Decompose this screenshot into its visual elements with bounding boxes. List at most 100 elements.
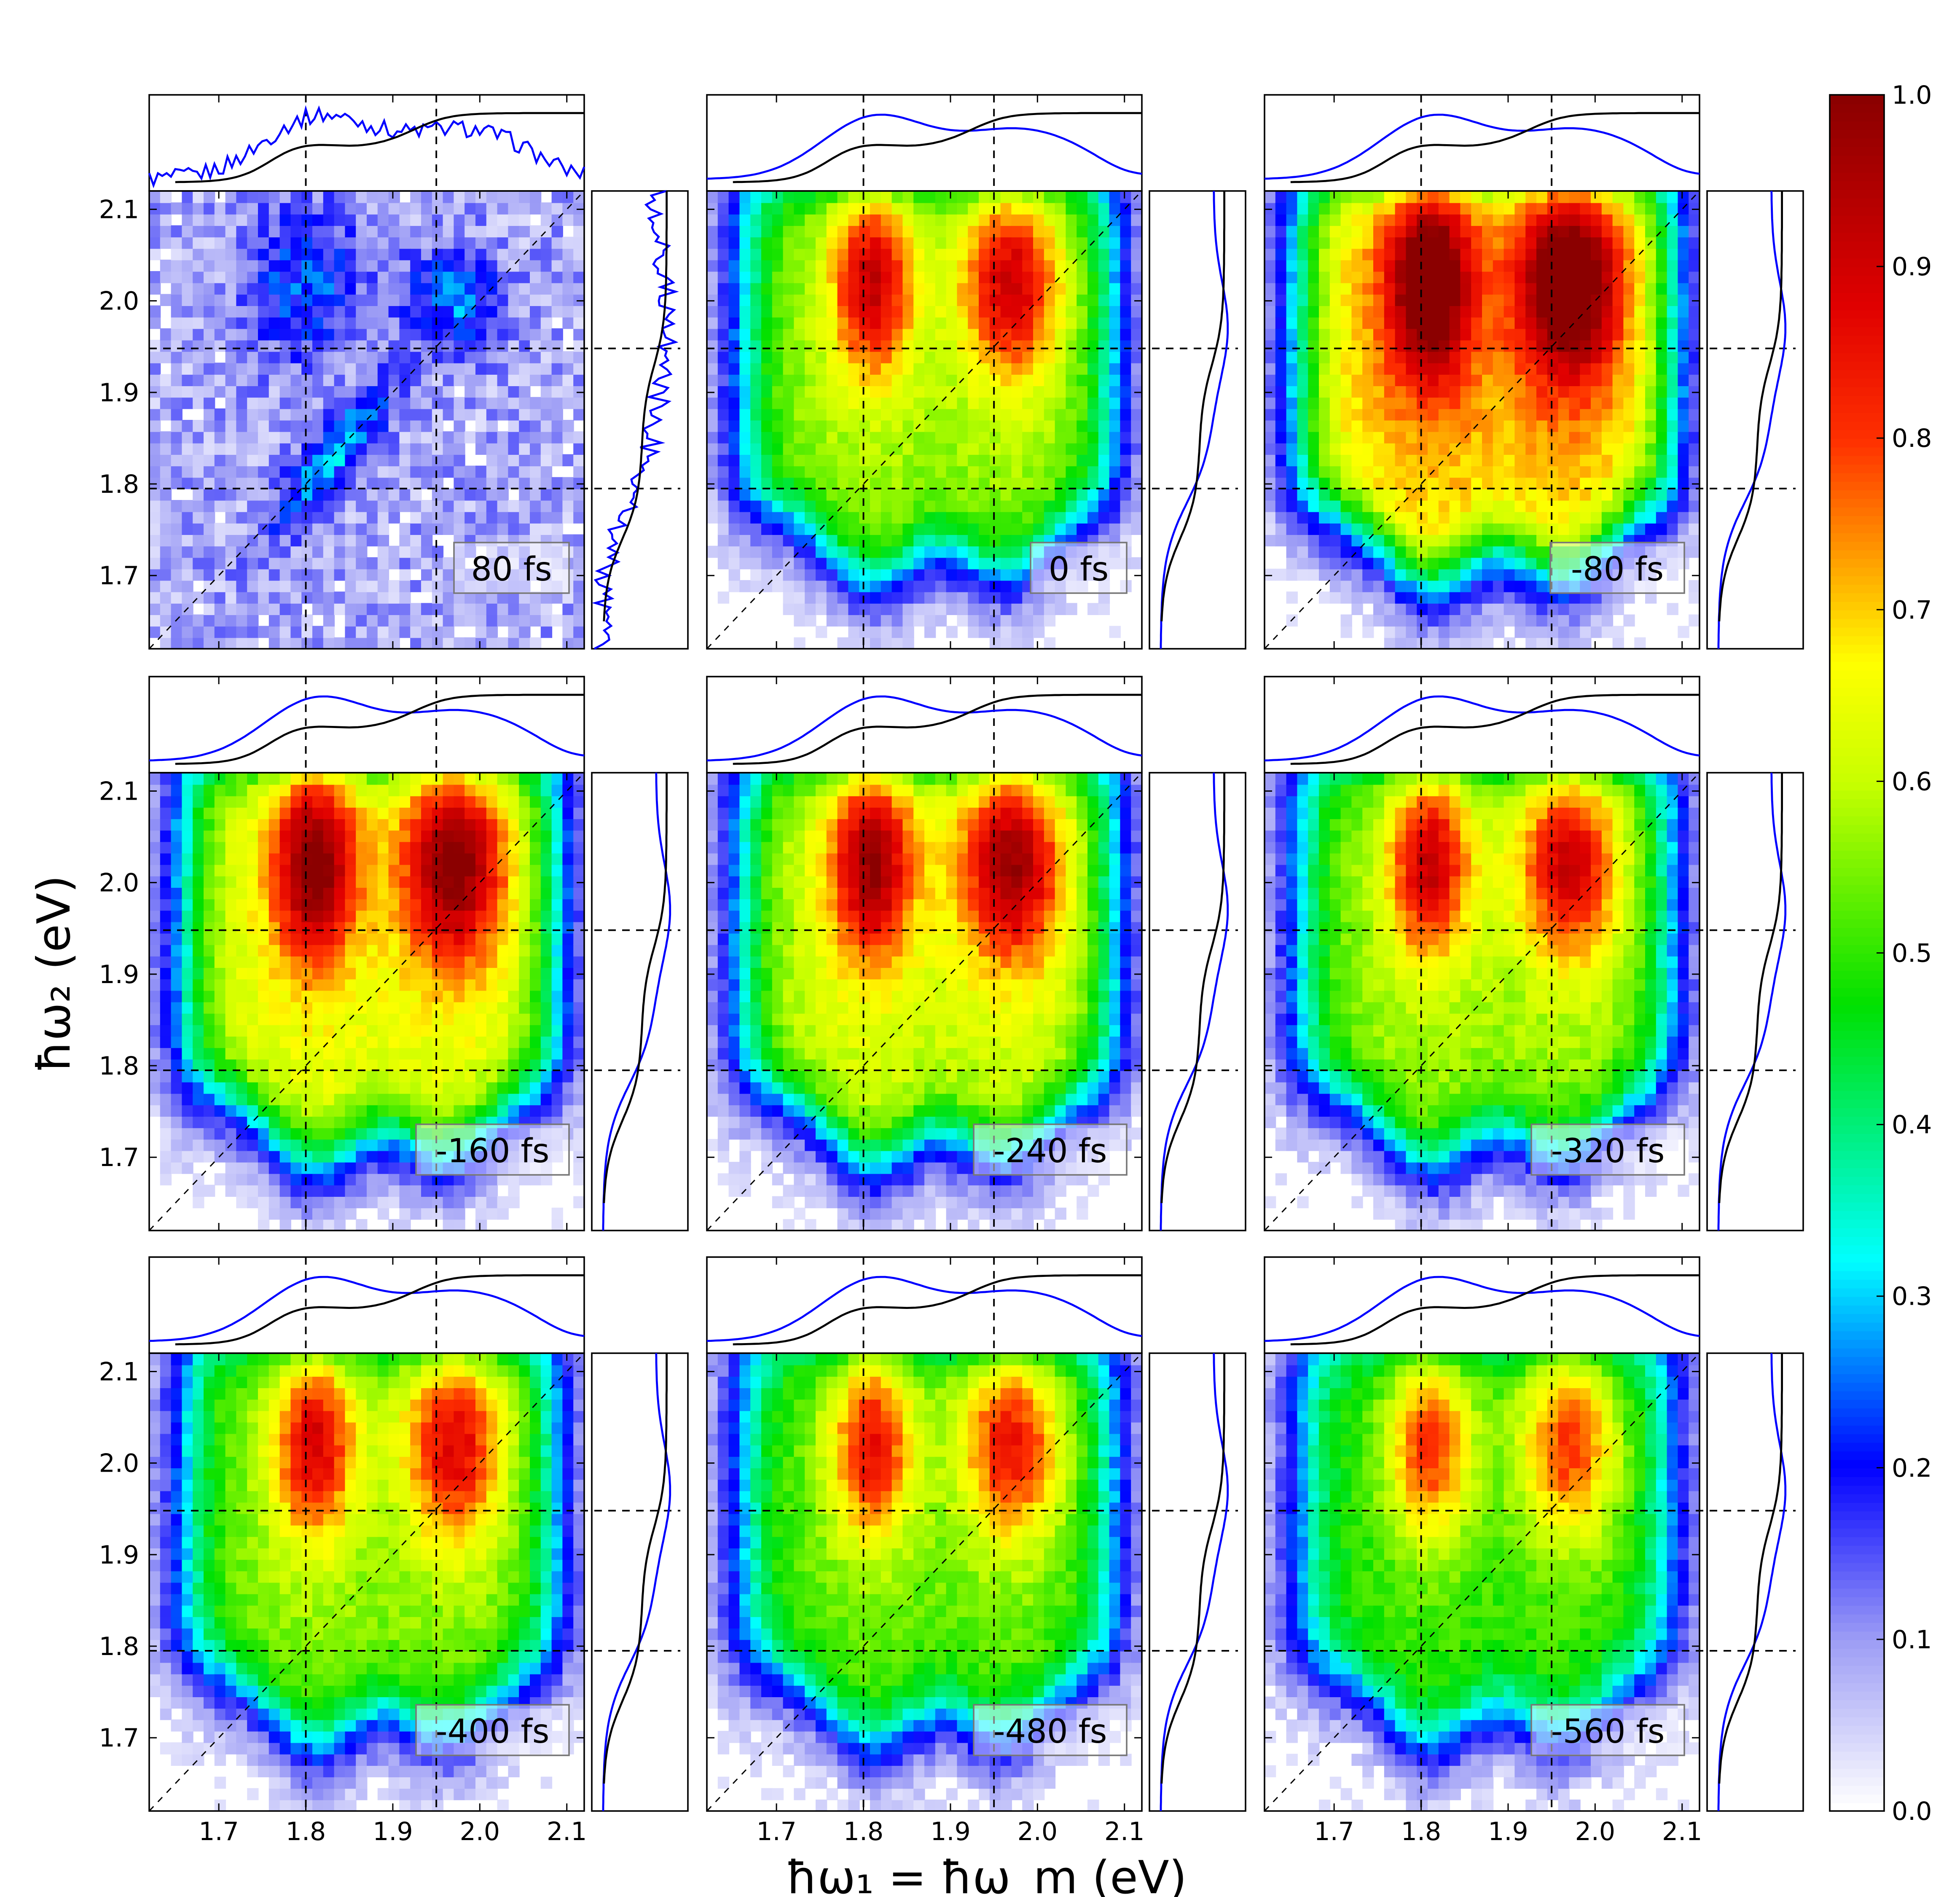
- heatmap-cell: [399, 305, 411, 318]
- heatmap-cell: [1558, 259, 1570, 272]
- heatmap-cell: [717, 294, 730, 306]
- heatmap-cell: [1569, 443, 1581, 455]
- heatmap-cell: [1011, 443, 1023, 455]
- heatmap-cell: [160, 465, 172, 478]
- heatmap-cell: [377, 294, 389, 306]
- heatmap-cell: [1308, 202, 1320, 215]
- heatmap-cell: [1055, 488, 1066, 501]
- heatmap-cell: [290, 626, 302, 638]
- heatmap-cell: [1514, 431, 1526, 443]
- heatmap-cell: [1612, 500, 1624, 512]
- heatmap-cell: [1623, 339, 1635, 352]
- heatmap-cell: [826, 443, 838, 455]
- heatmap-cell: [902, 248, 914, 261]
- heatmap-cell: [1308, 236, 1320, 249]
- heatmap-cell: [421, 580, 433, 592]
- heatmap-cell: [979, 614, 991, 627]
- heatmap-cell: [957, 236, 969, 249]
- heatmap-cell: [1340, 363, 1352, 375]
- heatmap-cell: [837, 523, 849, 535]
- heatmap-cell: [826, 305, 838, 318]
- heatmap-cell: [1482, 420, 1494, 432]
- heatmap-cell: [1514, 408, 1526, 421]
- heatmap-cell: [432, 568, 444, 581]
- heatmap-cell: [946, 626, 958, 638]
- heatmap-cell: [1308, 454, 1320, 467]
- heatmap-cell: [902, 202, 914, 215]
- heatmap-cell: [1406, 294, 1418, 306]
- heatmap-cell: [1077, 225, 1088, 238]
- heatmap-cell: [1329, 305, 1342, 318]
- heatmap-cell: [1438, 202, 1450, 215]
- heatmap-cell: [1471, 545, 1483, 558]
- heatmap-cell: [171, 534, 183, 547]
- heatmap-cell: [772, 557, 784, 570]
- heatmap-cell: [475, 363, 487, 375]
- heatmap-cell: [1558, 603, 1570, 615]
- heatmap-cell: [388, 545, 400, 558]
- heatmap-cell: [182, 626, 193, 638]
- heatmap-cell: [924, 626, 936, 638]
- heatmap-cell: [805, 397, 816, 409]
- heatmap-cell: [1297, 271, 1309, 283]
- heatmap-cell: [225, 339, 237, 352]
- heatmap-cell: [1634, 465, 1646, 478]
- heatmap-cell: [193, 317, 204, 329]
- heatmap-cell: [171, 637, 183, 650]
- heatmap-cell: [573, 511, 585, 524]
- heatmap-cell: [236, 225, 248, 238]
- heatmap-cell: [214, 1173, 226, 1185]
- heatmap-cell: [214, 443, 226, 455]
- heatmap-cell: [794, 568, 805, 581]
- heatmap-cell: [1482, 282, 1494, 295]
- heatmap-cell: [989, 271, 1001, 283]
- heatmap-cell: [312, 385, 324, 398]
- heatmap-cell: [913, 374, 925, 387]
- heatmap-cell: [410, 339, 422, 352]
- heatmap-cell: [1558, 248, 1570, 261]
- heatmap-cell: [1033, 626, 1045, 638]
- heatmap-cell: [410, 397, 422, 409]
- heatmap-cell: [1351, 282, 1363, 295]
- heatmap-cell: [1098, 374, 1110, 387]
- heatmap-cell: [258, 557, 270, 570]
- heatmap-cell: [1265, 339, 1276, 352]
- heatmap-cell: [1428, 408, 1439, 421]
- heatmap-cell: [979, 328, 991, 341]
- heatmap-cell: [573, 317, 585, 329]
- heatmap-cell: [728, 443, 740, 455]
- heatmap-cell: [816, 420, 827, 432]
- heatmap-cell: [204, 271, 215, 283]
- heatmap-cell: [870, 523, 882, 535]
- heatmap-cell: [1634, 236, 1646, 249]
- heatmap-cell: [859, 363, 871, 375]
- heatmap-cell: [881, 545, 893, 558]
- heatmap-cell: [805, 351, 816, 363]
- heatmap-cell: [750, 397, 762, 409]
- heatmap-cell: [149, 1047, 161, 1060]
- heatmap-cell: [816, 477, 827, 489]
- heatmap-cell: [454, 225, 465, 238]
- heatmap-cell: [891, 191, 903, 203]
- heatmap-cell: [1601, 397, 1614, 409]
- heatmap-cell: [1504, 363, 1515, 375]
- heatmap-cell: [1525, 282, 1537, 295]
- heatmap-cell: [1373, 202, 1385, 215]
- heatmap-cell: [1667, 385, 1678, 398]
- heatmap-cell: [247, 271, 259, 283]
- heatmap-cell: [236, 933, 248, 945]
- heatmap-cell: [1428, 236, 1439, 249]
- heatmap-cell: [761, 282, 773, 295]
- heatmap-cell: [214, 841, 226, 854]
- heatmap-cell: [356, 431, 368, 443]
- heatmap-cell: [345, 374, 357, 387]
- heatmap-cell: [268, 236, 281, 249]
- heatmap-cell: [989, 282, 1001, 295]
- heatmap-cell: [236, 795, 248, 808]
- heatmap-cell: [1623, 282, 1635, 295]
- heatmap-cell: [891, 363, 903, 375]
- heatmap-cell: [1493, 328, 1505, 341]
- heatmap-cell: [848, 374, 860, 387]
- heatmap-cell: [454, 305, 465, 318]
- heatmap-cell: [1373, 305, 1385, 318]
